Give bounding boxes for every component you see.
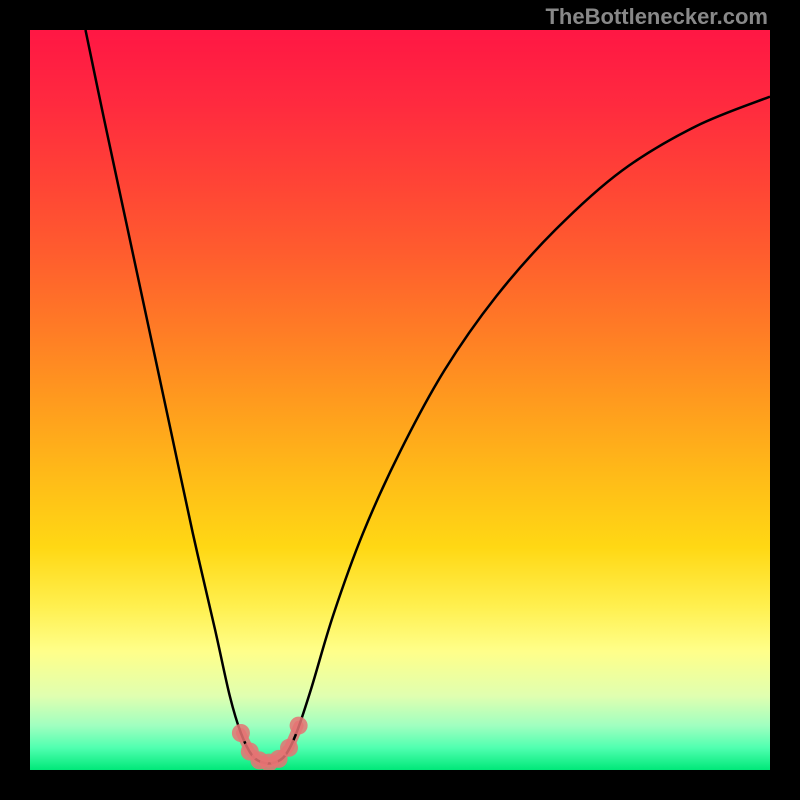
marker-dot — [280, 739, 298, 757]
marker-dot — [232, 724, 250, 742]
marker-dot — [290, 717, 308, 735]
bottleneck-curve — [86, 30, 771, 764]
curve-layer — [30, 30, 770, 770]
chart-frame: TheBottlenecker.com — [0, 0, 800, 800]
watermark-text: TheBottlenecker.com — [545, 4, 768, 30]
plot-area — [30, 30, 770, 770]
